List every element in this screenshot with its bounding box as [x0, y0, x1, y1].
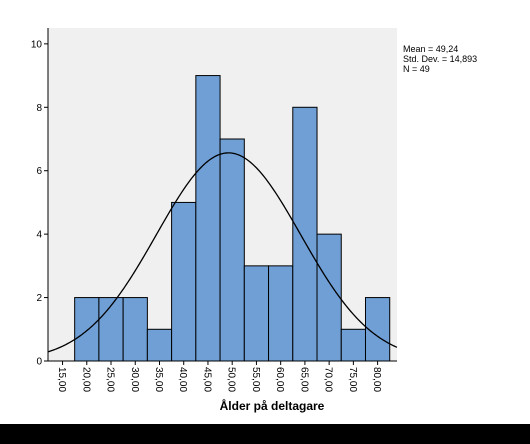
x-axis-ticks: 15,00 20,00 25,00 30,00 35,00 40,00 45,00 50,00…	[56, 361, 382, 392]
histogram-bar-5	[171, 201, 197, 362]
histogram-bar-11	[316, 233, 342, 362]
x-tick-label-8: 55,00	[250, 367, 261, 392]
histogram-bars	[74, 75, 391, 362]
histogram-chart: 0 2 4 6 8 10 15,00 20,00 25,00 30,00 35,00 40,00 45…	[31, 28, 398, 392]
histogram-bar-6	[195, 75, 221, 362]
histogram-bar-9	[268, 265, 294, 362]
stats-std-dev: Std. Dev. = 14,893	[403, 54, 478, 64]
x-tick-label-4: 35,00	[153, 367, 164, 392]
normal-curve	[47, 152, 398, 353]
y-tick-label-3: 6	[36, 166, 42, 177]
histogram-bar-1	[74, 297, 100, 362]
x-tick-label-11: 70,00	[323, 367, 334, 392]
x-tick-label-7: 50,00	[226, 367, 237, 392]
x-tick-label-9: 60,00	[274, 367, 285, 392]
x-tick-label-12: 75,00	[347, 367, 358, 392]
histogram-bar-2	[98, 297, 124, 362]
histogram-bar-8	[243, 265, 270, 362]
y-tick-label-4: 8	[36, 103, 42, 114]
x-tick-label-2: 25,00	[105, 367, 116, 392]
y-axis-ticks: 0 2 4 6 8 10	[31, 39, 48, 368]
y-tick-label-5: 10	[31, 39, 43, 50]
histogram-bar-3	[122, 297, 148, 362]
histogram-bar-10	[292, 106, 318, 362]
x-axis-title: Ålder på deltagare	[219, 399, 325, 413]
y-tick-label-0: 0	[36, 357, 42, 368]
x-tick-label-10: 65,00	[298, 367, 309, 392]
stats-box: Mean = 49,24 Std. Dev. = 14,893 N = 49	[403, 44, 477, 74]
x-tick-label-5: 40,00	[177, 367, 188, 392]
histogram-bar-4	[146, 328, 173, 362]
y-tick-label-1: 2	[36, 293, 42, 304]
x-tick-label-1: 20,00	[80, 367, 91, 392]
stats-n: N = 49	[403, 64, 430, 74]
chart-panel: 0 2 4 6 8 10 15,00 20,00 25,00 30,00 35,00 40,00 45…	[0, 0, 530, 424]
stats-mean: Mean = 49,24	[403, 44, 459, 54]
x-tick-label-0: 15,00	[56, 367, 67, 392]
histogram-bar-7	[219, 138, 245, 362]
x-tick-label-6: 45,00	[201, 367, 212, 392]
x-tick-label-3: 30,00	[129, 367, 140, 392]
y-tick-label-2: 4	[36, 230, 42, 241]
x-tick-label-13: 80,00	[371, 367, 382, 392]
histogram-bar-12	[340, 328, 366, 362]
